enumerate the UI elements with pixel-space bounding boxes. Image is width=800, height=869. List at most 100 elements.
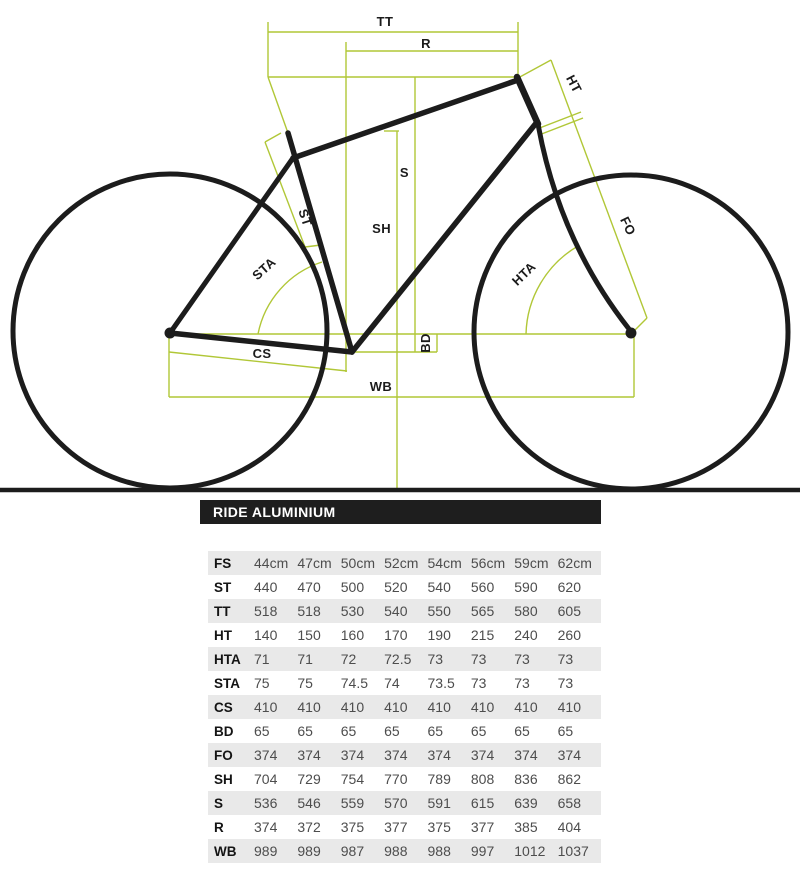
row-value: 410 bbox=[254, 699, 278, 715]
table-row: WB 989 989 987 988 988 997 1012 1037 bbox=[208, 839, 601, 863]
row-value: 374 bbox=[427, 747, 451, 763]
row-value: 54cm bbox=[427, 555, 462, 571]
row-value: 74.5 bbox=[340, 675, 368, 691]
row-value: 65 bbox=[557, 723, 574, 739]
row-value: 170 bbox=[384, 627, 408, 643]
ht-tick-top bbox=[517, 59, 552, 79]
row-value: 62cm bbox=[557, 555, 592, 571]
row-value: 150 bbox=[297, 627, 321, 643]
table-row: CS 410 410 410 410 410 410 410 410 bbox=[208, 695, 601, 719]
row-label: HT bbox=[214, 627, 232, 643]
row-value: 75 bbox=[254, 675, 270, 691]
row-value: 520 bbox=[384, 579, 408, 595]
table-title-bar: RIDE ALUMINIUM bbox=[200, 500, 601, 524]
table-row: FO 374 374 374 374 374 374 374 374 bbox=[208, 743, 601, 767]
row-value: 550 bbox=[427, 603, 451, 619]
row-value: 56cm bbox=[470, 555, 506, 571]
row-value: 385 bbox=[514, 819, 538, 835]
table-title: RIDE ALUMINIUM bbox=[213, 504, 336, 520]
row-value: 989 bbox=[297, 843, 321, 859]
row-value: 65 bbox=[340, 723, 357, 739]
crown-tick-2 bbox=[538, 117, 584, 136]
row-value: 374 bbox=[514, 747, 538, 763]
row-value: 372 bbox=[297, 819, 321, 835]
row-value: 72.5 bbox=[384, 651, 412, 667]
bike-geometry-diagram: TT R S SH ST STA CS BD WB HTA HT FO bbox=[0, 14, 800, 493]
hta-angle-arc bbox=[525, 245, 579, 335]
row-label: FO bbox=[214, 747, 233, 763]
row-value: 470 bbox=[297, 579, 321, 595]
table-row: BD 65 65 65 65 65 65 65 65 bbox=[208, 719, 601, 743]
geometry-table: FS 44cm 47cm 50cm 52cm 54cm 56cm 59cm 62cm ST 440 4… bbox=[208, 551, 601, 863]
row-value: 536 bbox=[254, 795, 278, 811]
row-value: 73 bbox=[470, 651, 487, 667]
row-label: S bbox=[214, 795, 224, 811]
sta-label: STA bbox=[249, 254, 279, 283]
row-value: 988 bbox=[384, 843, 408, 859]
row-value: 374 bbox=[297, 747, 321, 763]
row-value: 377 bbox=[384, 819, 408, 835]
crown-tick-1 bbox=[536, 111, 582, 130]
fork-blade bbox=[535, 121, 632, 332]
wb-label: WB bbox=[370, 379, 392, 394]
front-axle-dot bbox=[625, 327, 637, 339]
hta-label: HTA bbox=[509, 259, 539, 289]
row-value: 729 bbox=[297, 771, 321, 787]
row-label: BD bbox=[214, 723, 234, 739]
reach-label: R bbox=[421, 36, 431, 51]
row-label: HTA bbox=[214, 651, 241, 667]
row-value: 530 bbox=[340, 603, 365, 619]
row-label: WB bbox=[214, 843, 237, 859]
row-value: 73 bbox=[514, 675, 530, 691]
table-row: S 536 546 559 570 591 615 639 658 bbox=[208, 791, 601, 815]
seat-tube bbox=[285, 130, 355, 355]
rear-axle-dot bbox=[164, 327, 176, 339]
chainstay-tube bbox=[167, 330, 355, 355]
table-row: FS 44cm 47cm 50cm 52cm 54cm 56cm 59cm 62cm bbox=[208, 551, 601, 575]
st-label: ST bbox=[295, 207, 315, 228]
ht-fo-parallel-line bbox=[550, 59, 648, 319]
table-row: ST 440 470 500 520 540 560 590 620 bbox=[208, 575, 601, 599]
row-value: 580 bbox=[514, 603, 538, 619]
row-value: 500 bbox=[340, 579, 365, 595]
table-row: HTA 71 71 72 72.5 73 73 73 73 bbox=[208, 647, 601, 671]
row-value: 140 bbox=[254, 627, 278, 643]
row-value: 65 bbox=[470, 723, 487, 739]
row-value: 410 bbox=[470, 699, 495, 715]
row-value: 560 bbox=[470, 579, 495, 595]
row-label: FS bbox=[214, 555, 232, 571]
row-value: 71 bbox=[254, 651, 270, 667]
cs-parallel-line bbox=[168, 351, 348, 372]
row-value: 658 bbox=[557, 795, 581, 811]
row-value: 75 bbox=[297, 675, 313, 691]
row-value: 44cm bbox=[254, 555, 289, 571]
row-value: 987 bbox=[340, 843, 365, 859]
table-row: R 374 372 375 377 375 377 385 404 bbox=[208, 815, 601, 839]
seat-axis-extension-line bbox=[267, 76, 289, 134]
table-row: STA 75 75 74.5 74 73.5 73 73 73 bbox=[208, 671, 601, 695]
row-value: 989 bbox=[254, 843, 278, 859]
row-value: 72 bbox=[340, 651, 357, 667]
row-label: CS bbox=[214, 699, 233, 715]
row-value: 377 bbox=[470, 819, 495, 835]
row-value: 410 bbox=[557, 699, 581, 715]
row-value: 1037 bbox=[557, 843, 589, 859]
row-value: 47cm bbox=[297, 555, 332, 571]
row-value: 73.5 bbox=[427, 675, 455, 691]
row-value: 374 bbox=[557, 747, 581, 763]
row-value: 639 bbox=[514, 795, 538, 811]
table-row: SH 704 729 754 770 789 808 836 862 bbox=[208, 767, 601, 791]
row-value: 65 bbox=[297, 723, 313, 739]
cs-label: CS bbox=[253, 346, 272, 361]
row-value: 704 bbox=[254, 771, 278, 787]
row-value: 375 bbox=[340, 819, 365, 835]
down-tube bbox=[349, 119, 540, 355]
row-value: 65 bbox=[254, 723, 270, 739]
row-value: 565 bbox=[470, 603, 495, 619]
row-value: 590 bbox=[514, 579, 538, 595]
row-value: 410 bbox=[427, 699, 451, 715]
row-value: 73 bbox=[427, 651, 444, 667]
row-value: 540 bbox=[384, 603, 408, 619]
row-value: 836 bbox=[514, 771, 538, 787]
row-value: 546 bbox=[297, 795, 321, 811]
